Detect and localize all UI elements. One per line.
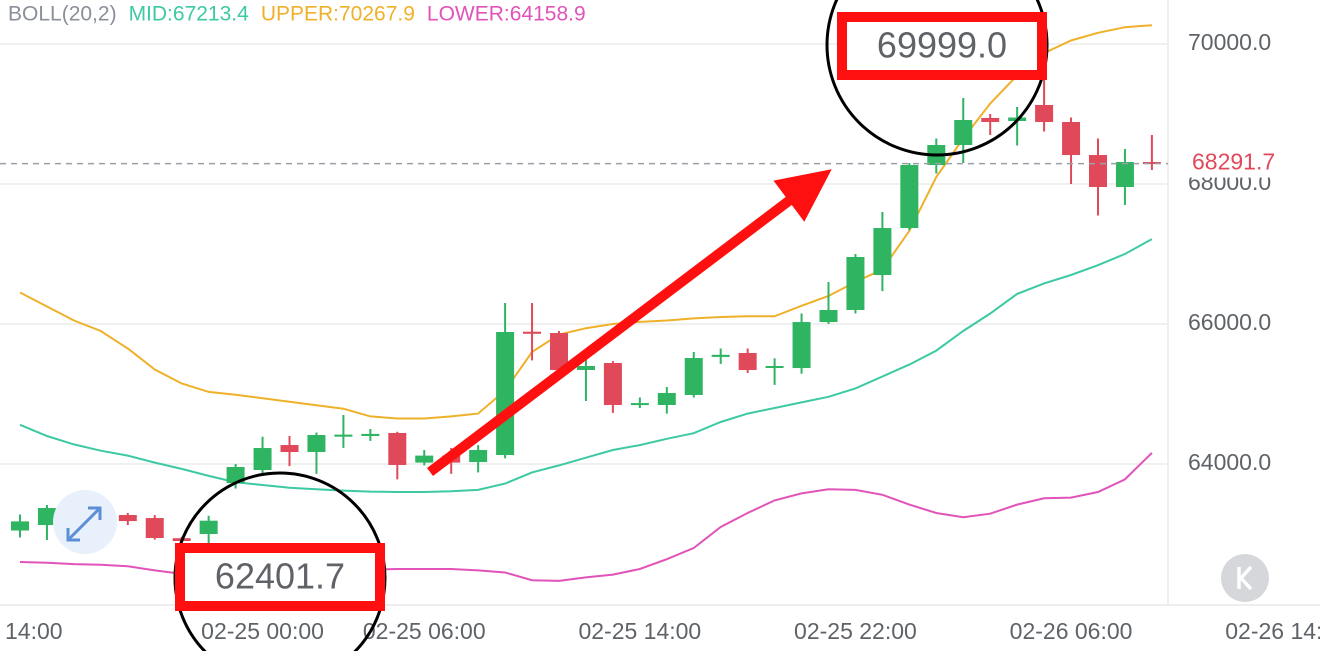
x-tick-label: 02-25 06:00 — [363, 618, 486, 644]
x-tick-label: 02-25 22:00 — [794, 618, 917, 644]
callouts: 69999.0 62401.7 — [173, 0, 1049, 651]
legend-entry: LOWER:64158.9 — [427, 3, 586, 26]
arrow-shaft — [426, 196, 794, 476]
candle-body — [873, 228, 892, 276]
x-tick-label: 02-26 06:00 — [1010, 618, 1133, 644]
candle-body — [1142, 162, 1161, 165]
candle-body — [657, 393, 676, 405]
candle-body — [307, 435, 326, 453]
candle-body — [145, 518, 164, 538]
candle-body — [576, 366, 595, 370]
candle-body — [819, 310, 838, 323]
candle-body — [253, 448, 272, 471]
k-button-glyph — [1237, 565, 1253, 591]
legend-entry: MID:67213.4 — [129, 3, 250, 26]
candle-body — [334, 434, 353, 437]
arrow-head — [773, 169, 832, 222]
legend: MID:67213.4 UPPER:70267.9 LOWER:64158.9 — [129, 3, 586, 26]
candle-body — [684, 358, 703, 395]
current-price-bg — [1178, 149, 1318, 178]
candle-body — [37, 508, 56, 526]
candle-body — [738, 352, 757, 370]
y-tick-label: 70000.0 — [1188, 29, 1271, 55]
x-tick-label: 02-25 00:00 — [201, 618, 324, 644]
candle-body — [1115, 162, 1134, 188]
candle-body — [523, 331, 542, 334]
tool-icon-glyph — [66, 506, 102, 542]
y-tick-label: 64000.0 — [1188, 449, 1271, 475]
legend-entry: UPPER:70267.9 — [261, 3, 415, 26]
candle-body — [118, 515, 137, 522]
x-tick-label: 14:00 — [5, 618, 63, 644]
candle-body — [1035, 104, 1054, 122]
candle-body — [226, 467, 245, 484]
candle-body — [981, 117, 1000, 122]
grid — [0, 43, 1168, 465]
candle-body — [415, 455, 434, 463]
y-tick-label: 66000.0 — [1188, 309, 1271, 335]
candle-body — [792, 322, 811, 369]
x-tick-label: 02-25 14:00 — [578, 618, 701, 644]
candle-body — [11, 521, 29, 531]
candle-body — [765, 366, 784, 369]
callout-box — [837, 12, 1047, 80]
boll-line — [19, 238, 1153, 493]
indicator-label: BOLL(20,2) — [8, 3, 117, 26]
candle-body — [900, 165, 919, 229]
candle-body — [603, 362, 622, 405]
candle-body — [496, 331, 515, 456]
candle-body — [199, 520, 218, 534]
x-tick-label: 02-26 14:00 — [1225, 618, 1320, 644]
candle-body — [846, 257, 865, 311]
candle-body — [954, 120, 973, 146]
candle-body — [388, 432, 407, 465]
candle-body — [630, 403, 649, 406]
callout-label: 69999.0 — [877, 25, 1007, 66]
k-button[interactable] — [1221, 554, 1269, 602]
candle-body — [280, 445, 299, 453]
candle-body — [550, 333, 568, 370]
candle-body — [711, 354, 730, 357]
candle-body — [1089, 155, 1107, 188]
callout-box — [175, 543, 385, 611]
candle-body — [361, 433, 380, 436]
candle-body — [1062, 121, 1081, 156]
callout-label: 62401.7 — [215, 556, 345, 597]
current-price-label: 68291.7 — [1192, 149, 1275, 175]
candle-body — [469, 449, 488, 463]
